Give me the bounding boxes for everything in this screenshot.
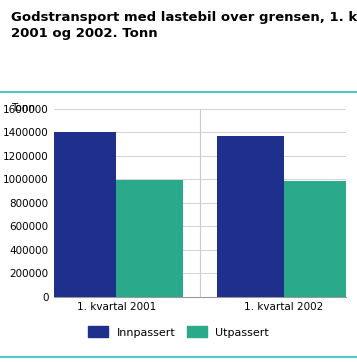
Text: Tonn: Tonn xyxy=(11,103,35,113)
Text: Godstransport med lastebil over grensen, 1. kvartal
2001 og 2002. Tonn: Godstransport med lastebil over grensen,… xyxy=(11,11,357,40)
Legend: Innpassert, Utpassert: Innpassert, Utpassert xyxy=(84,321,273,342)
Bar xyxy=(49,132,116,297)
Bar xyxy=(217,136,283,297)
Bar xyxy=(283,181,351,297)
Bar xyxy=(116,180,183,297)
